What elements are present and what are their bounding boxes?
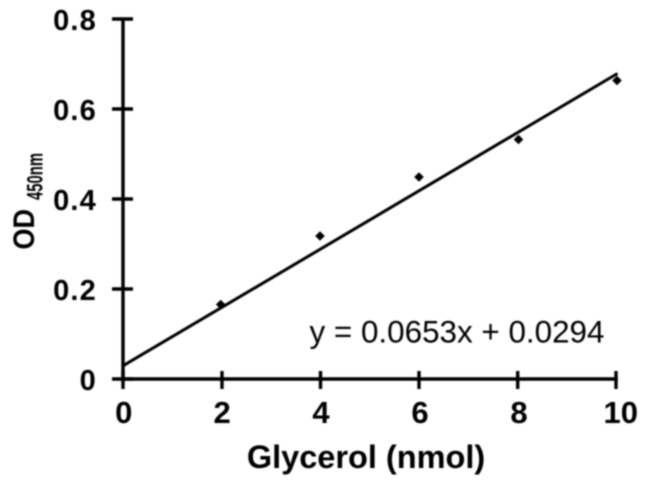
- svg-text:10: 10: [603, 395, 637, 430]
- svg-text:0: 0: [80, 365, 97, 397]
- svg-text:8: 8: [510, 395, 527, 430]
- svg-text:4: 4: [312, 395, 330, 430]
- svg-text:0: 0: [115, 395, 132, 430]
- svg-text:Glycerol (nmol): Glycerol (nmol): [247, 439, 485, 475]
- svg-text:450nm: 450nm: [24, 153, 49, 200]
- svg-text:0.8: 0.8: [53, 5, 97, 37]
- svg-text:0.6: 0.6: [53, 95, 97, 127]
- svg-text:0.4: 0.4: [53, 185, 97, 217]
- svg-text:OD: OD: [8, 209, 42, 249]
- svg-text:y = 0.0653x + 0.0294: y = 0.0653x + 0.0294: [310, 315, 605, 350]
- svg-text:0.2: 0.2: [53, 275, 97, 307]
- svg-text:2: 2: [213, 395, 230, 430]
- svg-text:6: 6: [411, 395, 428, 430]
